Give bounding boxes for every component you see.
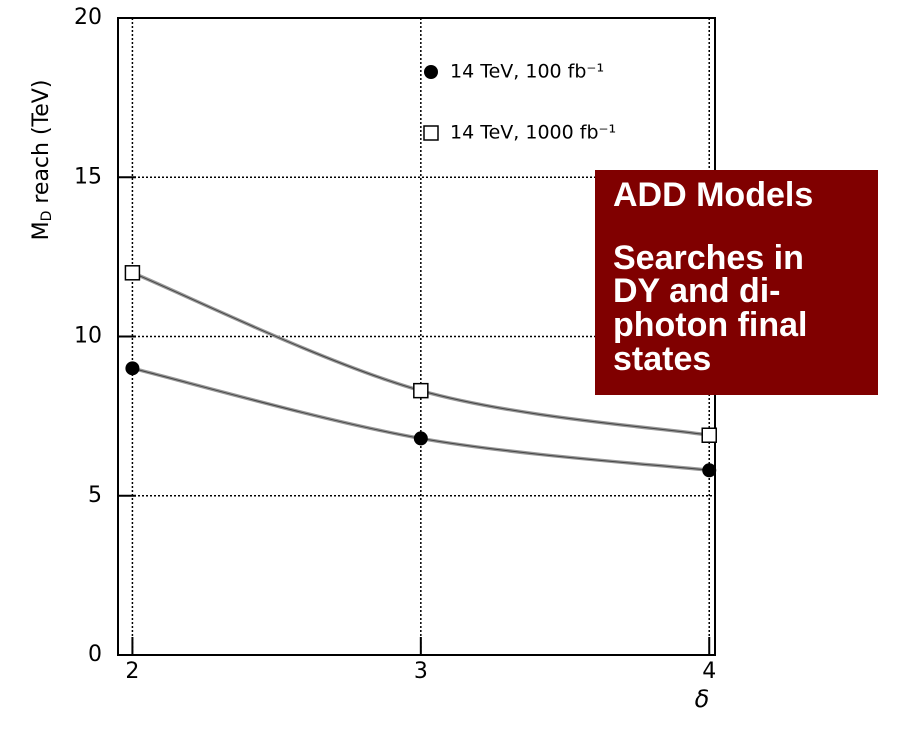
- x-axis-label: δ: [695, 685, 710, 713]
- y-axis-label: MD reach (TeV): [29, 80, 55, 241]
- y-tick-label: 0: [88, 642, 102, 667]
- x-tick-label: 4: [702, 659, 716, 684]
- marker: [701, 427, 717, 443]
- annotation-box: [595, 170, 878, 395]
- annotation-text: Searches in: [613, 239, 804, 277]
- y-label-sub: D: [39, 211, 55, 222]
- annotation-text: DY and di-: [613, 272, 781, 310]
- marker: [125, 361, 140, 376]
- y-tick-label: 10: [74, 324, 102, 349]
- marker: [413, 382, 429, 399]
- y-label-rest: reach (TeV): [29, 80, 54, 211]
- legend-label: 14 TeV, 100 fb⁻¹: [450, 61, 604, 83]
- marker: [124, 265, 141, 281]
- y-tick-label: 5: [88, 483, 102, 508]
- y-tick-label: 20: [74, 5, 102, 30]
- annotation-text: ADD Models: [613, 176, 813, 214]
- legend-label: 14 TeV, 1000 fb⁻¹: [450, 122, 616, 144]
- x-tick-label: 2: [125, 659, 139, 684]
- legend-marker: [424, 65, 438, 79]
- marker: [702, 463, 717, 478]
- y-label-main: M: [29, 221, 54, 240]
- annotation-text: photon final: [613, 306, 808, 344]
- y-tick-label: 15: [74, 164, 102, 189]
- x-tick-label: 3: [414, 659, 428, 684]
- marker: [413, 431, 428, 446]
- annotation-text: states: [613, 340, 711, 378]
- legend-marker: [423, 125, 439, 141]
